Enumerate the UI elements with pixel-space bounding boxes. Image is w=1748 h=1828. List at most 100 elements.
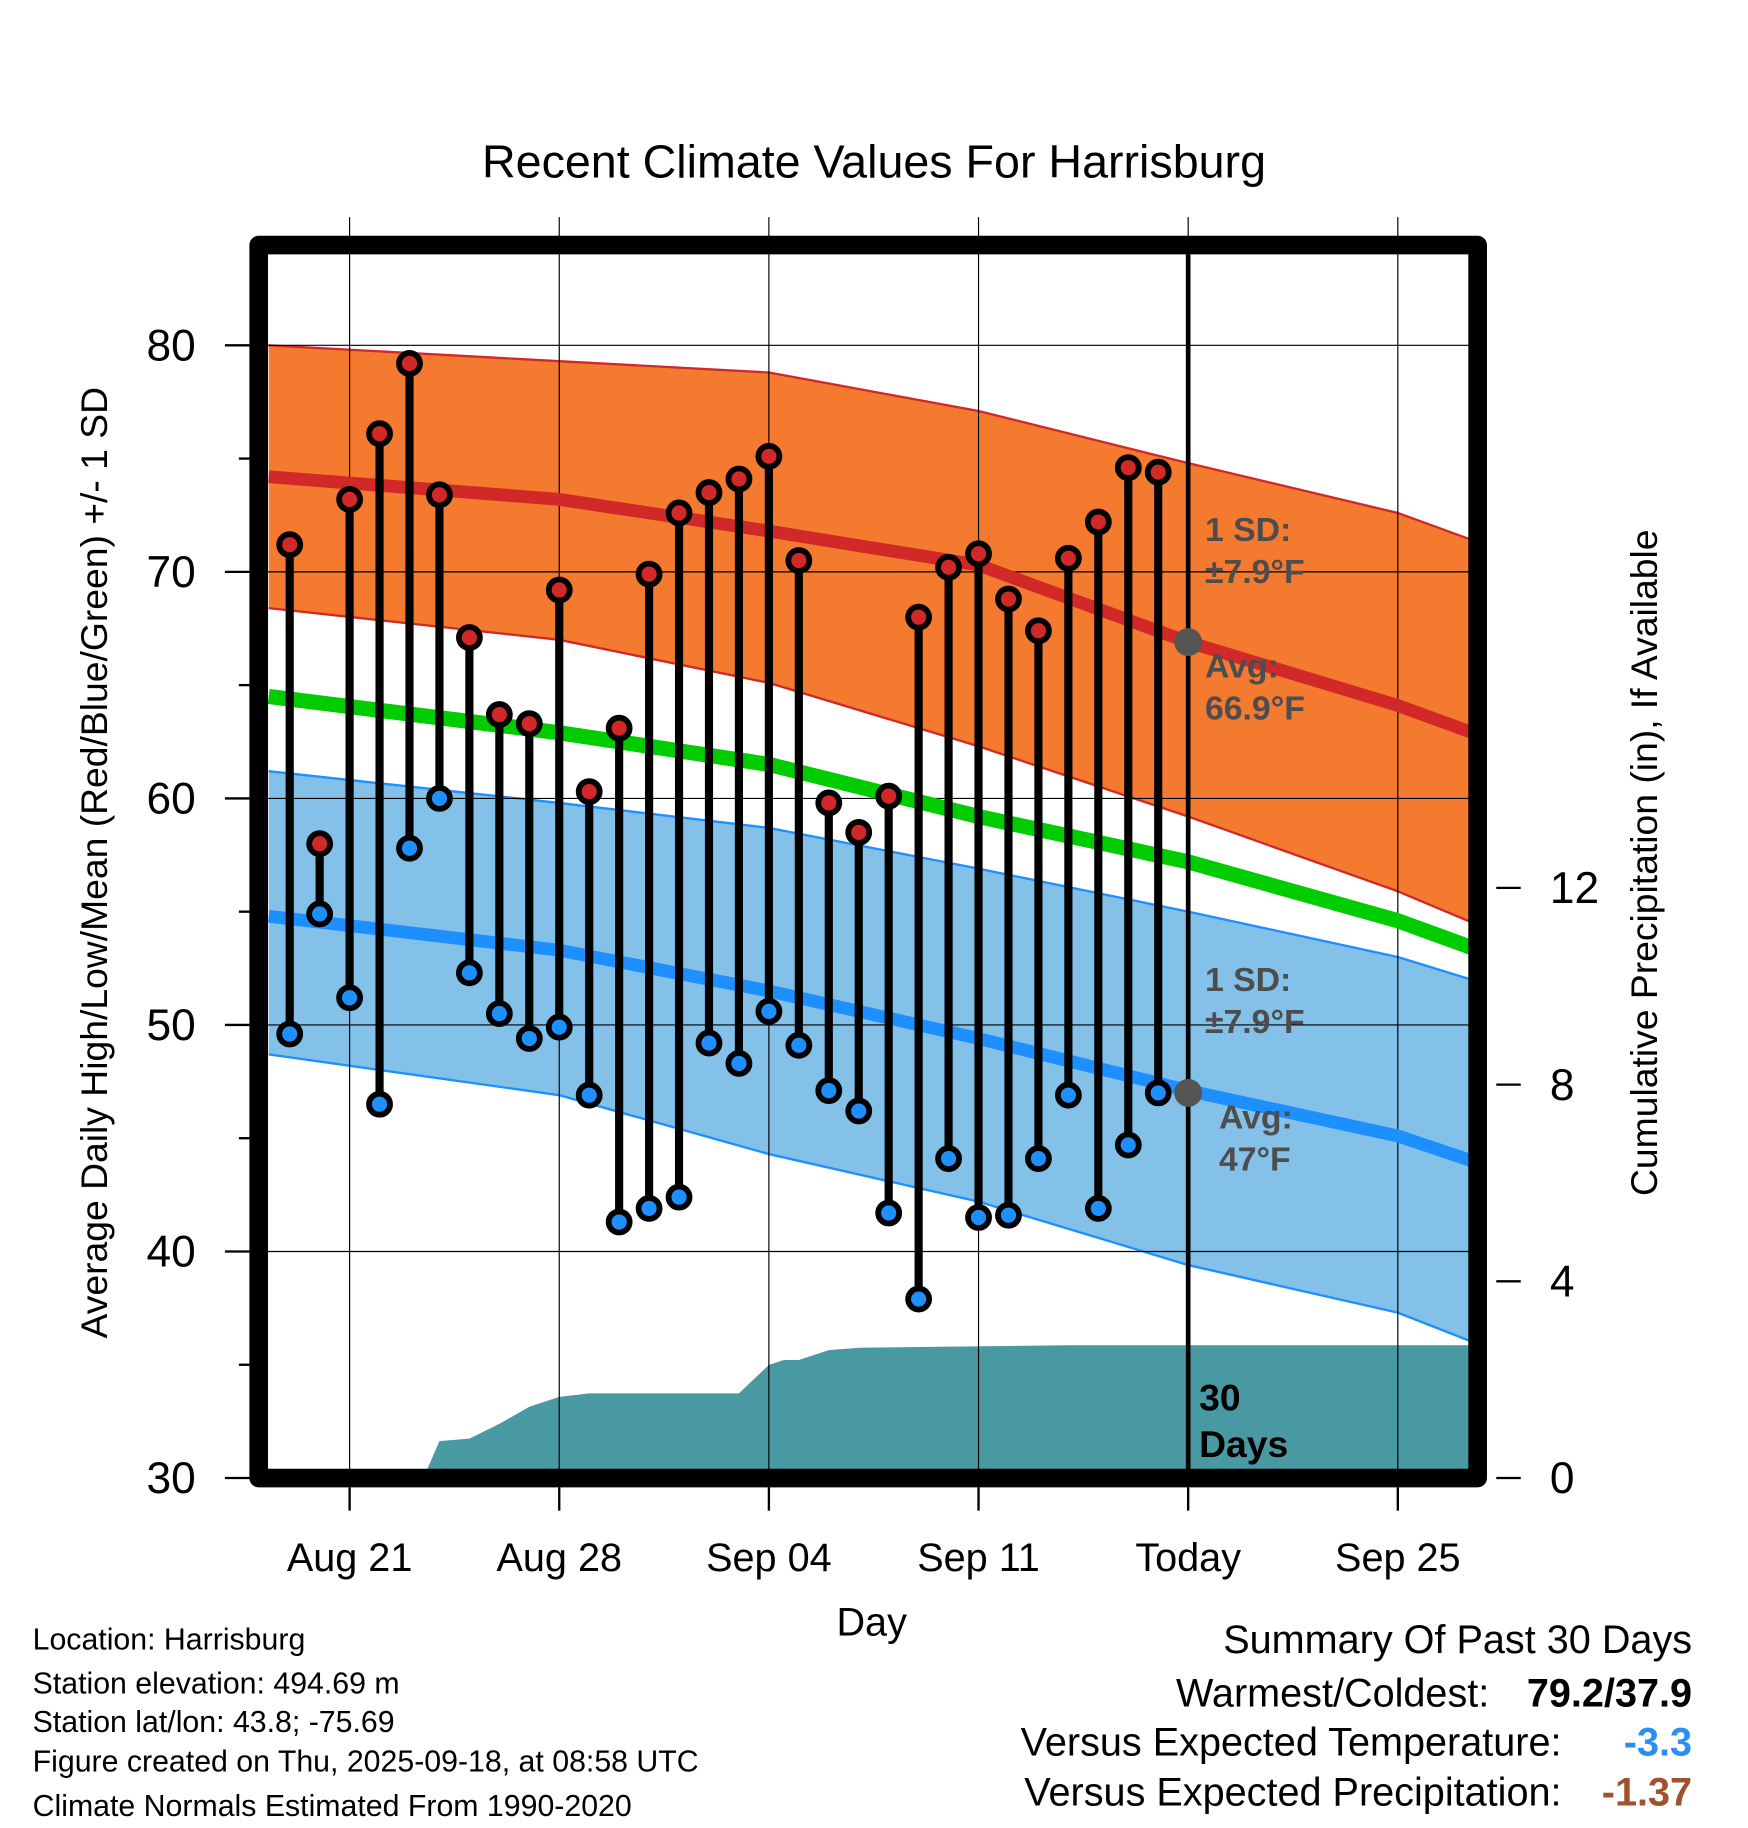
summary-warmest-label: Warmest/Coldest: — [1176, 1671, 1489, 1715]
summary-precip-value: -1.37 — [1602, 1770, 1692, 1814]
daily-high-point — [785, 547, 813, 574]
low-sd-label: 1 SD: — [1205, 961, 1291, 999]
summary-title: Summary Of Past 30 Days — [1223, 1618, 1692, 1662]
daily-high-point — [995, 585, 1022, 613]
daily-high-point — [455, 624, 483, 651]
daily-low-point — [905, 1285, 933, 1313]
daily-high-point — [366, 420, 393, 448]
y-tick-label: 60 — [147, 775, 196, 824]
daily-low-point — [695, 1029, 723, 1057]
high-sd-value: ±7.9°F — [1205, 553, 1305, 591]
high-sd-label: 1 SD: — [1205, 511, 1291, 549]
daily-low-point — [605, 1208, 633, 1236]
footer-elevation: Station elevation: 494.69 m — [33, 1668, 400, 1701]
daily-high-point — [845, 818, 873, 846]
daily-high-point — [545, 576, 573, 604]
daily-high-point — [426, 481, 453, 509]
daily-high-point — [515, 710, 543, 738]
days-word-label: Days — [1199, 1423, 1288, 1465]
daily-high-point — [815, 789, 843, 817]
daily-low-point — [845, 1097, 873, 1125]
daily-high-point — [965, 540, 992, 568]
low-sd-band — [268, 771, 1479, 1345]
x-tick-label: Aug 28 — [496, 1536, 622, 1580]
daily-low-point — [366, 1090, 393, 1118]
x-tick-label: Sep 04 — [706, 1536, 832, 1580]
y-tick-label: 50 — [147, 1001, 196, 1050]
y-tick-label: 40 — [147, 1228, 196, 1277]
daily-low-point — [545, 1013, 573, 1041]
daily-high-point — [485, 701, 513, 728]
daily-low-point — [575, 1081, 603, 1109]
daily-low-point — [875, 1199, 903, 1227]
y-tick-label: 70 — [147, 548, 196, 597]
daily-low-point — [755, 997, 783, 1025]
daily-low-point — [276, 1020, 304, 1048]
daily-low-point — [965, 1204, 992, 1231]
daily-low-point — [725, 1050, 753, 1077]
today-low-avg-marker — [1174, 1078, 1203, 1107]
footer-normals: Climate Normals Estimated From 1990-2020 — [33, 1790, 632, 1823]
daily-high-point — [1084, 508, 1112, 536]
summary-warmest-value: 79.2/37.9 — [1527, 1671, 1692, 1715]
daily-high-point — [575, 778, 603, 806]
high-avg-value: 66.9°F — [1205, 689, 1305, 727]
daily-low-point — [1144, 1079, 1172, 1107]
daily-low-point — [935, 1145, 962, 1173]
daily-high-point — [905, 603, 933, 631]
y2-tick-label: 12 — [1550, 864, 1599, 913]
precip-area — [268, 1345, 1479, 1479]
footer-created: Figure created on Thu, 2025-09-18, at 08… — [33, 1746, 699, 1779]
summary-panel: Summary Of Past 30 Days Warmest/Coldest:… — [1021, 1618, 1692, 1815]
daily-high-point — [725, 465, 753, 493]
daily-low-point — [455, 959, 483, 987]
y-tick-label: 30 — [147, 1454, 196, 1503]
low-avg-value: 47°F — [1219, 1140, 1291, 1178]
daily-high-point — [396, 350, 423, 377]
daily-low-point — [1084, 1195, 1112, 1222]
summary-temp-label: Versus Expected Temperature: — [1021, 1720, 1562, 1764]
daily-low-point — [1114, 1131, 1142, 1159]
y2-tick-label: 0 — [1550, 1454, 1575, 1503]
daily-high-point — [695, 479, 723, 506]
footer-latlon: Station lat/lon: 43.8; -75.69 — [33, 1706, 395, 1739]
daily-high-point — [1114, 454, 1142, 482]
daily-low-point — [995, 1201, 1022, 1229]
x-tick-label: Aug 21 — [287, 1536, 413, 1580]
daily-high-point — [605, 714, 633, 742]
daily-low-point — [336, 984, 364, 1012]
daily-high-point — [1025, 617, 1052, 645]
x-tick-label: Today — [1135, 1536, 1241, 1580]
daily-high-point — [336, 485, 364, 513]
daily-low-point — [515, 1025, 543, 1052]
daily-high-point — [635, 560, 663, 588]
today-high-avg-marker — [1174, 628, 1203, 657]
y2-tick-label: 4 — [1550, 1257, 1575, 1306]
plot-area: 1 SD: ±7.9°F Avg: 66.9°F 1 SD: ±7.9°F Avg: 47°F… — [147, 217, 1599, 1580]
days-count-label: 30 — [1199, 1376, 1240, 1418]
daily-low-point — [665, 1183, 693, 1211]
daily-low-point — [396, 834, 423, 862]
daily-high-point — [875, 782, 903, 810]
x-axis-label: Day — [836, 1600, 907, 1644]
daily-low-point — [1054, 1081, 1082, 1109]
low-avg-label: Avg: — [1219, 1098, 1293, 1136]
daily-high-point — [276, 531, 304, 559]
plot-frame — [249, 235, 1487, 1488]
daily-high-point — [306, 830, 334, 858]
y2-tick-label: 8 — [1550, 1061, 1575, 1110]
daily-low-point — [785, 1031, 813, 1059]
daily-low-point — [485, 1000, 513, 1028]
footer-location: Location: Harrisburg — [33, 1623, 306, 1656]
x-tick-label: Sep 25 — [1335, 1536, 1461, 1580]
daily-high-point — [1054, 544, 1082, 572]
x-tick-label: Sep 11 — [917, 1536, 1040, 1580]
daily-high-point — [755, 442, 783, 470]
low-sd-value: ±7.9°F — [1205, 1003, 1305, 1041]
summary-precip-label: Versus Expected Precipitation: — [1024, 1770, 1561, 1814]
daily-low-point — [426, 784, 453, 812]
high-sd-band — [268, 345, 1479, 926]
summary-temp-value: -3.3 — [1624, 1720, 1692, 1764]
y2-axis-label: Cumulative Precipitation (in), If Availa… — [1623, 529, 1665, 1196]
